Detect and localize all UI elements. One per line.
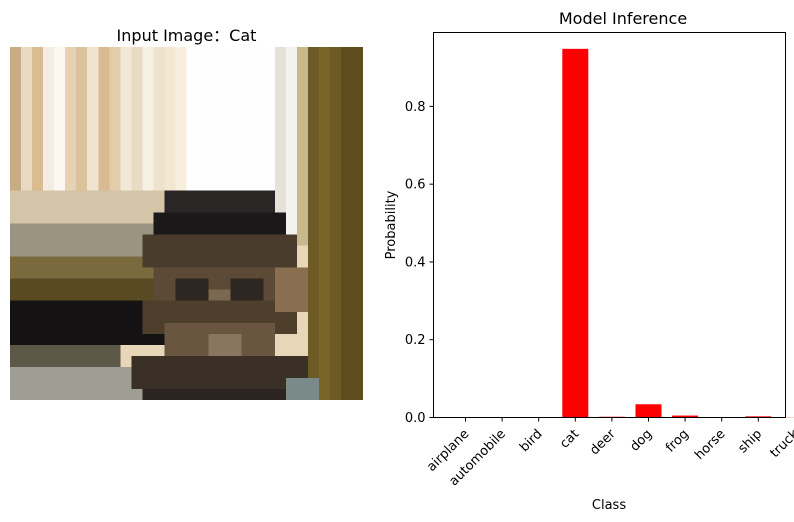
y-tick-label: 0.8 [405,100,426,115]
x-tick-label-dog: dog [627,427,655,455]
x-axis-label: Class [592,498,626,513]
x-tick-label-bird: bird [517,427,545,455]
y-tick-label: 0.4 [405,255,426,270]
y-axis-label: Probability [384,190,399,259]
x-tick-label-frog: frog [663,427,692,456]
y-tick-label: 0.2 [405,333,426,348]
bar-dog [635,404,662,418]
x-tick-label-truck: truck [768,426,794,461]
y-tick-label: 0.6 [405,178,426,193]
chart-title: Model Inference [559,9,687,28]
input-image [10,47,363,400]
input-image-title: Input Image：Cat [116,26,257,45]
plot-frame [433,32,786,418]
x-tick-label-ship: ship [736,427,766,457]
x-tick-label-horse: horse [692,427,728,463]
y-axis: 0.0 0.2 0.4 0.6 0.8 [405,100,434,426]
bar-cat [562,48,589,418]
bars-group [452,48,794,418]
y-tick-label: 0.0 [405,411,426,426]
bar-frog [672,415,699,418]
bar-ship [745,416,772,418]
x-tick-label-cat: cat [557,427,582,452]
x-tick-label-deer: deer [587,426,619,458]
